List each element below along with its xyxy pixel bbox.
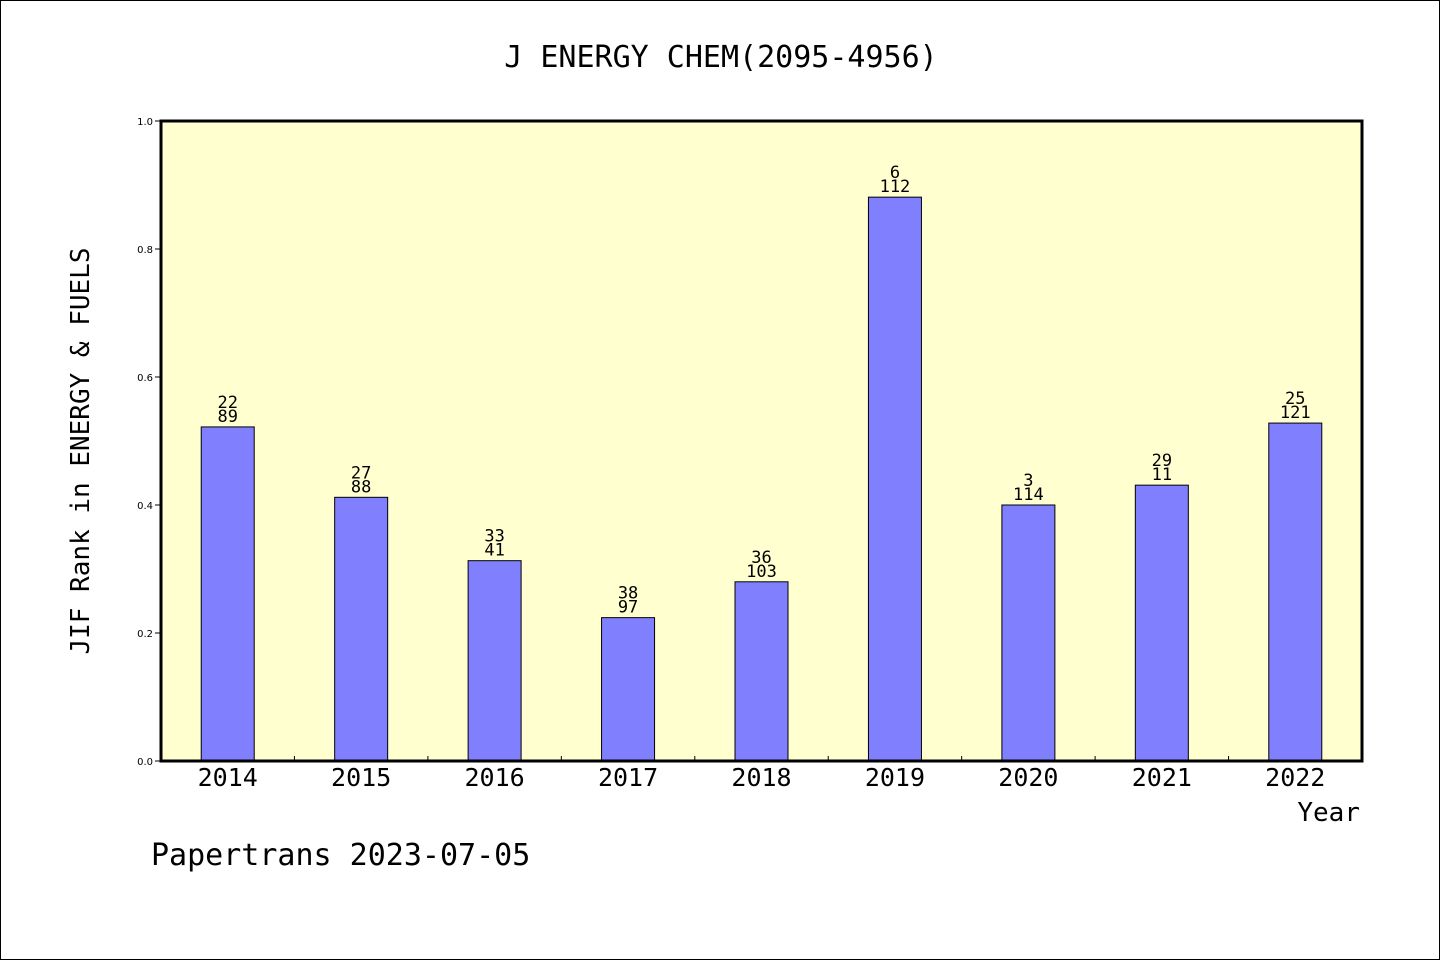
bar-2017 — [601, 617, 656, 762]
x-tick-label: 2016 — [465, 763, 525, 792]
bar-label-bottom: 11 — [1152, 465, 1172, 485]
bar-2021 — [1134, 484, 1189, 762]
bar-2019 — [867, 196, 922, 762]
bar-label-bottom: 41 — [484, 541, 504, 561]
bar-label-bottom: 88 — [351, 477, 371, 497]
bar-label-top: 22 — [217, 393, 237, 413]
bar-2020 — [1001, 504, 1056, 762]
x-tick-label: 2017 — [598, 763, 658, 792]
bar-2022 — [1268, 422, 1323, 762]
y-tick-label: 0.2 — [137, 629, 153, 640]
x-tick-label: 2019 — [865, 763, 925, 792]
bar-label-bottom: 121 — [1280, 403, 1311, 423]
bar-label-top: 33 — [484, 527, 504, 547]
chart-title: J ENERGY CHEM(2095-4956) — [504, 40, 937, 75]
y-axis-label: JIF Rank in ENERGY & FUELS — [66, 248, 96, 655]
bar-2014 — [200, 426, 255, 762]
x-tick-label: 2020 — [998, 763, 1058, 792]
bar-label-top: 36 — [751, 548, 771, 568]
bar-2015 — [334, 496, 389, 762]
bar-label-bottom: 112 — [880, 177, 911, 197]
x-tick-label: 2014 — [198, 763, 258, 792]
x-axis-categories: 2014 2015 2016 2017 2018 2019 2020 2021 2022 — [198, 763, 1326, 792]
bar-label-top: 38 — [618, 584, 638, 604]
bar-label-bottom: 89 — [217, 407, 237, 427]
y-tick-label: 1.0 — [137, 117, 153, 128]
y-tick-label: 0.8 — [137, 245, 153, 256]
footer-text: Papertrans 2023-07-05 — [151, 838, 530, 873]
bar-label-top: 6 — [890, 163, 900, 183]
y-tick-label: 0.4 — [137, 501, 153, 512]
bar-2016 — [467, 560, 522, 762]
x-axis-label: Year — [1297, 798, 1360, 828]
bar-label-top: 27 — [351, 463, 371, 483]
plot-border — [159, 119, 1364, 763]
bar-label-top: 29 — [1152, 451, 1172, 471]
bar-label-bottom: 103 — [746, 562, 777, 582]
x-tick-label: 2015 — [331, 763, 391, 792]
x-tick-label: 2022 — [1265, 763, 1325, 792]
bars — [200, 196, 1323, 762]
bar-label-bottom: 97 — [618, 598, 638, 618]
bar-label-top: 3 — [1023, 471, 1033, 491]
y-tick-label: 0.6 — [137, 373, 153, 384]
y-tick-label: 0.0 — [137, 757, 153, 768]
bar-label-top: 25 — [1285, 389, 1305, 409]
x-tick-label: 2018 — [731, 763, 791, 792]
bar-2018 — [734, 581, 789, 762]
x-tick-label: 2021 — [1132, 763, 1192, 792]
bar-label-bottom: 114 — [1013, 485, 1044, 505]
